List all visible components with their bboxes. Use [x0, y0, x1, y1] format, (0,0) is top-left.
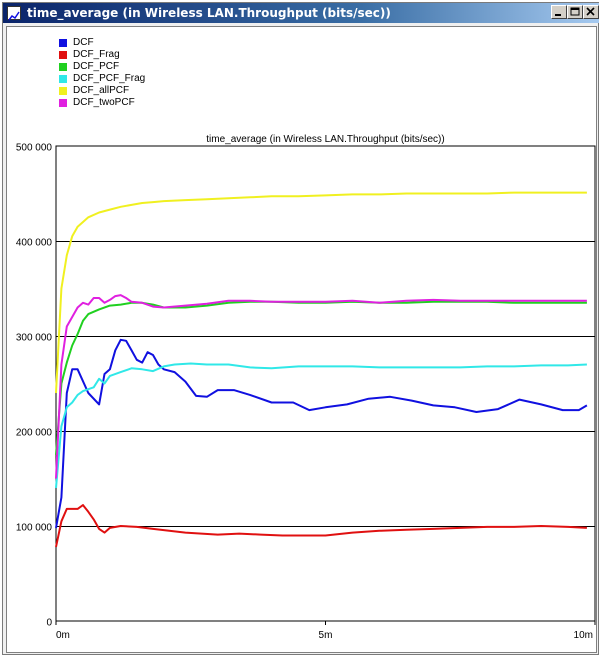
legend-item: DCF_Frag	[59, 49, 145, 61]
app-icon	[7, 6, 21, 21]
series-line-dcf-twopcf	[55, 294, 587, 479]
legend-item: DCF_PCF_Frag	[59, 73, 145, 85]
close-button[interactable]	[583, 5, 599, 19]
legend-swatch	[59, 39, 67, 47]
x-tick-label: 5m	[319, 630, 333, 641]
line-chart: time_average (in Wireless LAN.Throughput…	[16, 134, 596, 641]
series-line-dcf	[55, 338, 588, 529]
x-tick-label: 10m	[574, 630, 593, 641]
legend-item: DCF_PCF	[59, 61, 145, 73]
legend-label: DCF_PCF	[73, 61, 120, 72]
minimize-icon	[555, 14, 561, 16]
maximize-icon	[570, 7, 580, 16]
legend-swatch	[59, 87, 67, 95]
legend-swatch	[59, 99, 67, 107]
y-tick-label: 500 000	[16, 143, 53, 154]
series-line-dcf-allpcf	[55, 191, 587, 394]
legend-item: DCF_allPCF	[59, 85, 145, 97]
plot-area: DCF DCF_Frag DCF_PCF DCF_PCF_Frag DCF_allPCF…	[6, 26, 597, 653]
y-tick-label: 300 000	[16, 333, 53, 344]
legend-item: DCF	[59, 37, 145, 49]
legend-label: DCF_Frag	[73, 49, 120, 60]
y-tick-label: 400 000	[16, 238, 53, 249]
x-tick-label: 0m	[56, 630, 70, 641]
legend-swatch	[59, 51, 67, 59]
legend-label: DCF_allPCF	[73, 85, 130, 96]
legend-label: DCF_twoPCF	[73, 97, 135, 108]
legend: DCF DCF_Frag DCF_PCF DCF_PCF_Frag DCF_allPCF…	[59, 37, 145, 109]
legend-swatch	[59, 63, 67, 71]
y-tick-label: 100 000	[16, 523, 53, 534]
close-icon	[586, 7, 595, 16]
minimize-button[interactable]	[551, 5, 567, 19]
title-bar[interactable]: time_average (in Wireless LAN.Throughput…	[3, 3, 599, 23]
series-line-dcf-pcf-frag	[55, 362, 587, 489]
legend-swatch	[59, 75, 67, 83]
chart-title: time_average (in Wireless LAN.Throughput…	[206, 134, 444, 145]
series-line-dcf-frag	[55, 504, 587, 548]
y-tick-label: 0	[46, 618, 52, 629]
plot-border	[55, 145, 596, 622]
maximize-button[interactable]	[567, 5, 583, 19]
y-tick-label: 200 000	[16, 428, 53, 439]
legend-label: DCF_PCF_Frag	[73, 73, 146, 84]
legend-item: DCF_twoPCF	[59, 97, 145, 109]
window-title: time_average (in Wireless LAN.Throughput…	[27, 6, 391, 20]
legend-label: DCF	[73, 37, 94, 48]
